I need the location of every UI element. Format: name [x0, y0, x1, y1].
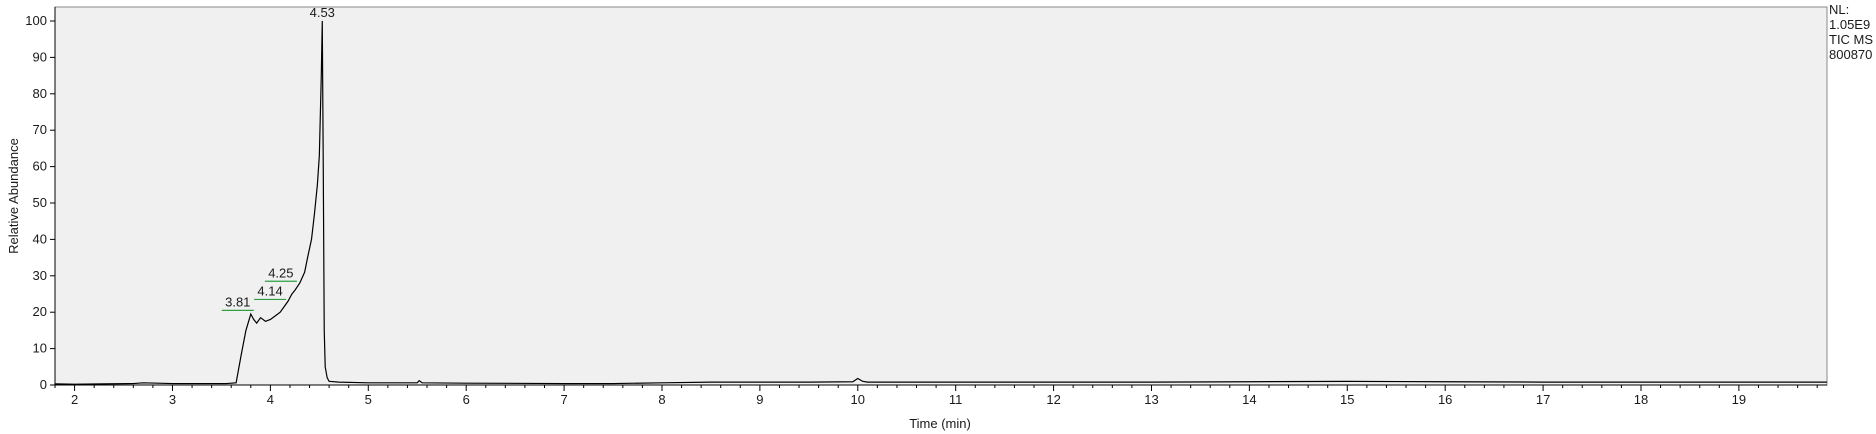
x-tick-label: 6: [463, 392, 470, 407]
y-tick-label: 60: [33, 159, 47, 174]
x-tick-label: 5: [365, 392, 372, 407]
info-line: NL:: [1829, 2, 1849, 17]
x-tick-label: 9: [756, 392, 763, 407]
info-line: 1.05E9: [1829, 17, 1870, 32]
x-tick-label: 13: [1144, 392, 1158, 407]
x-tick-label: 3: [169, 392, 176, 407]
x-tick-label: 11: [949, 392, 963, 407]
x-tick-label: 15: [1340, 392, 1354, 407]
info-line: TIC MS: [1829, 32, 1873, 47]
y-tick-label: 90: [33, 49, 47, 64]
x-tick-label: 12: [1046, 392, 1060, 407]
x-tick-label: 2: [71, 392, 78, 407]
x-axis-title: Time (min): [909, 416, 971, 431]
peak-markers: [221, 280, 297, 311]
x-tick-label: 19: [1732, 392, 1746, 407]
plot-background: [55, 7, 1827, 385]
x-tick-label: 7: [560, 392, 567, 407]
y-tick-label: 50: [33, 195, 47, 210]
trace-line: [54, 20, 1827, 385]
peak-label: 4.14: [257, 283, 282, 298]
x-tick-label: 18: [1634, 392, 1648, 407]
x-tick-label: 8: [658, 392, 665, 407]
x-tick-label: 17: [1536, 392, 1550, 407]
x-tick-label: 16: [1438, 392, 1452, 407]
info-line: 800870: [1829, 47, 1872, 62]
trace-series: [54, 20, 1827, 385]
peak-label: 4.53: [310, 5, 335, 20]
peak-label: 3.81: [225, 294, 250, 309]
y-tick-label: 20: [33, 304, 47, 319]
y-tick-label: 10: [33, 341, 47, 356]
x-tick-label: 10: [851, 392, 865, 407]
axes: 0 10 20 30 40 50 60 70 80 90 100 2 3 4 5 6 7 8 9 10 11 12 13 14…: [25, 6, 1828, 407]
y-tick-label: 80: [33, 86, 47, 101]
y-tick-label: 100: [25, 13, 47, 28]
y-tick-label: 30: [33, 268, 47, 283]
y-tick-label: 70: [33, 122, 47, 137]
y-tick-label: 0: [40, 377, 47, 392]
labels: 3.81 4.14 4.25 4.53: [225, 5, 335, 309]
peak-label: 4.25: [268, 265, 293, 280]
y-tick-label: 40: [33, 231, 47, 246]
y-axis-title: Relative Abundance: [6, 138, 21, 254]
x-tick-label: 14: [1242, 392, 1256, 407]
x-tick-label: 4: [267, 392, 274, 407]
